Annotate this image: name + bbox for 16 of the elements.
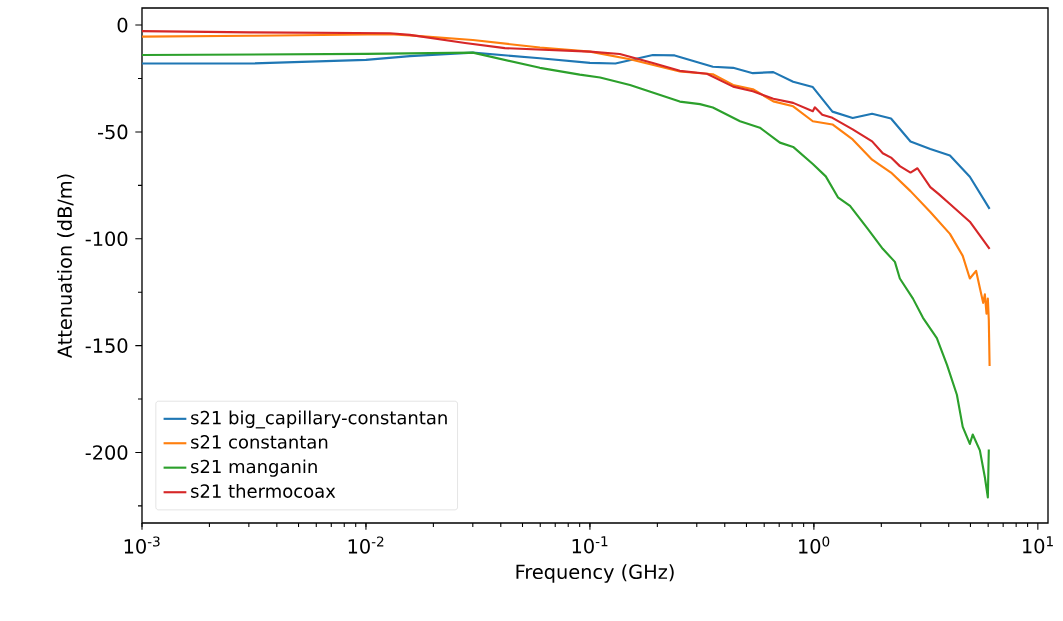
y-tick-label: 0 (117, 17, 128, 33)
y-axis-title: Attenuation (dB/m) (57, 174, 75, 359)
y-tick-label: -50 (97, 124, 128, 140)
x-tick-label: 10$^{1}$ (1023, 536, 1053, 554)
y-tick-label: -100 (85, 231, 128, 247)
x-tick-label: 10$^{-1}$ (572, 536, 608, 554)
legend-label: s21 constantan (191, 435, 328, 449)
x-axis-title: Frequency (GHz) (516, 564, 674, 583)
x-tick-label: 10$^{0}$ (799, 536, 830, 554)
x-tick-label: 10$^{-2}$ (348, 536, 384, 554)
legend-label: s21 big_capillary-constantan (191, 410, 447, 429)
legend-label: s21 manganin (191, 459, 317, 477)
x-tick-label: 10$^{-3}$ (124, 536, 160, 554)
legend-label: s21 thermocoax (191, 483, 336, 498)
y-tick-label: -150 (85, 338, 128, 353)
y-tick-label: -200 (85, 445, 128, 460)
